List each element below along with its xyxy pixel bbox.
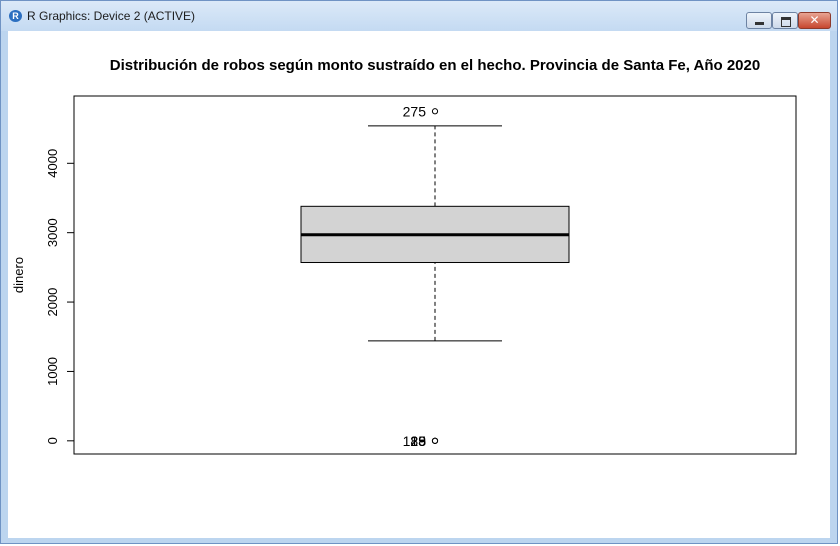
title-bar[interactable]: R R Graphics: Device 2 (ACTIVE) ✕: [1, 1, 837, 31]
r-app-icon: R: [9, 10, 22, 22]
boxplot-chart: Distribución de robos según monto sustra…: [11, 57, 797, 455]
maximize-icon: [781, 17, 791, 27]
close-button[interactable]: ✕: [798, 12, 831, 29]
y-tick-label: 0: [45, 437, 60, 444]
y-tick-label: 2000: [45, 288, 60, 317]
y-tick-label: 4000: [45, 149, 60, 178]
chart-title: Distribución de robos según monto sustra…: [110, 57, 760, 74]
outlier-label: 128: [403, 433, 427, 449]
outlier-label: 275: [403, 103, 427, 119]
boxplot: [300, 125, 570, 342]
outlier-point: [431, 437, 439, 444]
minimize-button[interactable]: [746, 12, 772, 29]
outlier-point: [431, 108, 439, 115]
minimize-icon: [755, 22, 764, 25]
y-axis-label: dinero: [11, 257, 26, 293]
maximize-button[interactable]: [772, 12, 798, 29]
outlier-label: 85: [410, 433, 426, 449]
outlier-label: 23: [410, 433, 426, 449]
close-icon: ✕: [809, 13, 820, 27]
y-tick-label: 3000: [45, 218, 60, 247]
y-tick-label: 1000: [45, 357, 60, 386]
y-axis: 0 1000 2000 3000 4000: [45, 149, 75, 444]
plot-area: Distribución de robos según monto sustra…: [8, 31, 830, 538]
outlier-label: 19: [410, 433, 426, 449]
window-title: R Graphics: Device 2 (ACTIVE): [27, 9, 196, 23]
